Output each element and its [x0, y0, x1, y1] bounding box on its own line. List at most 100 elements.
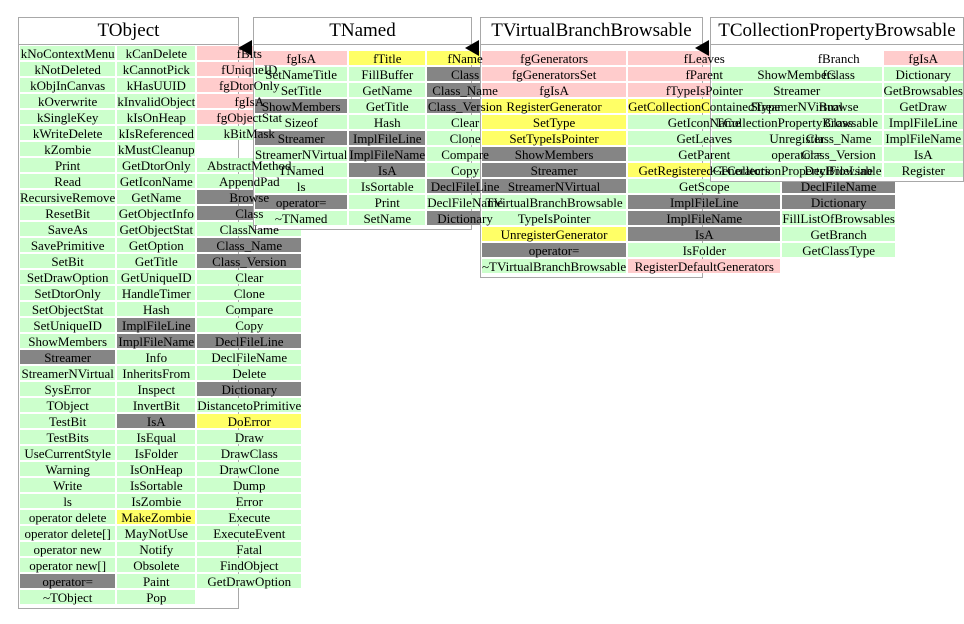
member-cell[interactable]: StreamerNVirtual [712, 99, 882, 113]
member-cell[interactable]: DistancetoPrimitive [197, 398, 302, 412]
member-cell[interactable]: InvertBit [117, 398, 196, 412]
member-cell[interactable]: RegisterDefaultGenerators [628, 259, 781, 273]
member-cell[interactable]: SetType [482, 115, 627, 129]
member-cell[interactable]: GetTitle [349, 99, 426, 113]
member-cell[interactable]: Class_Name [427, 83, 503, 97]
member-cell[interactable]: TestBits [20, 430, 116, 444]
member-cell[interactable]: Class_Version [197, 254, 302, 268]
member-cell[interactable]: Register [883, 163, 963, 177]
member-cell[interactable]: StreamerNVirtual [20, 366, 116, 380]
member-cell[interactable]: TVirtualBranchBrowsable [482, 195, 627, 209]
member-cell[interactable]: operator delete[] [20, 526, 116, 540]
member-cell[interactable]: kMustCleanup [117, 142, 196, 156]
member-cell[interactable]: GetName [117, 190, 196, 204]
member-cell[interactable]: TestBit [20, 414, 116, 428]
member-cell[interactable]: ExecuteEvent [197, 526, 302, 540]
member-cell[interactable]: Execute [197, 510, 302, 524]
member-cell[interactable]: ShowMembers [712, 67, 882, 81]
member-cell[interactable]: Obsolete [117, 558, 196, 572]
member-cell[interactable]: GetOption [117, 238, 196, 252]
member-cell[interactable]: fgIsA [883, 51, 963, 65]
member-cell[interactable]: kInvalidObject [117, 94, 196, 108]
member-cell[interactable]: SetNameTitle [255, 67, 348, 81]
member-cell[interactable]: fTypeIsPointer [628, 83, 781, 97]
member-cell[interactable]: IsFolder [117, 446, 196, 460]
member-cell[interactable]: GetDraw [883, 99, 963, 113]
member-cell[interactable]: kHasUUID [117, 78, 196, 92]
member-cell[interactable]: Sizeof [255, 115, 348, 129]
member-cell[interactable]: ResetBit [20, 206, 116, 220]
member-cell[interactable]: Class_Name [197, 238, 302, 252]
member-cell[interactable]: ~TNamed [255, 211, 348, 225]
member-cell[interactable]: TObject [20, 398, 116, 412]
member-cell[interactable]: Inspect [117, 382, 196, 396]
member-cell[interactable]: GetClassType [782, 243, 895, 257]
member-cell[interactable]: TCollectionPropertyBrowsable [712, 115, 882, 129]
member-cell[interactable]: Delete [197, 366, 302, 380]
member-cell[interactable]: Print [20, 158, 116, 172]
member-cell[interactable]: DeclFileLine [427, 179, 503, 193]
member-cell[interactable]: SetDrawOption [20, 270, 116, 284]
class-title[interactable]: TObject [19, 18, 238, 45]
member-cell[interactable]: Unregister [712, 131, 882, 145]
member-cell[interactable]: Write [20, 478, 116, 492]
member-cell[interactable]: GetScope [628, 179, 781, 193]
member-cell[interactable]: fgGenerators [482, 51, 627, 65]
member-cell[interactable]: SysError [20, 382, 116, 396]
member-cell[interactable]: Streamer [482, 163, 627, 177]
member-cell[interactable]: GetUniqueID [117, 270, 196, 284]
member-cell[interactable]: fgDtorOnly [197, 78, 302, 92]
member-cell[interactable]: RegisterGenerator [482, 99, 627, 113]
member-cell[interactable]: kSingleKey [20, 110, 116, 124]
member-cell[interactable]: Streamer [712, 83, 882, 97]
member-cell[interactable]: IsZombie [117, 494, 196, 508]
member-cell[interactable]: kObjInCanvas [20, 78, 116, 92]
member-cell[interactable]: HandleTimer [117, 286, 196, 300]
member-cell[interactable]: Dictionary [782, 195, 895, 209]
member-cell[interactable]: ImplFileLine [117, 318, 196, 332]
member-cell[interactable]: SetBit [20, 254, 116, 268]
member-cell[interactable]: ImplFileName [883, 131, 963, 145]
member-cell[interactable]: Paint [117, 574, 196, 588]
member-cell[interactable]: ~TCollectionPropertyBrowsable [712, 163, 882, 177]
member-cell[interactable]: GetCollectionContainedType [628, 99, 781, 113]
class-title[interactable]: TCollectionPropertyBrowsable [711, 18, 963, 45]
member-cell[interactable]: MakeZombie [117, 510, 196, 524]
member-cell[interactable]: ImplFileName [117, 334, 196, 348]
member-cell[interactable]: ImplFileLine [883, 115, 963, 129]
member-cell[interactable]: IsFolder [628, 243, 781, 257]
member-cell[interactable]: ImplFileName [628, 211, 781, 225]
class-title[interactable]: TVirtualBranchBrowsable [481, 18, 702, 45]
member-cell[interactable]: UnregisterGenerator [482, 227, 627, 241]
member-cell[interactable]: GetTitle [117, 254, 196, 268]
member-cell[interactable]: operator= [20, 574, 116, 588]
member-cell[interactable]: IsSortable [349, 179, 426, 193]
member-cell[interactable]: Info [117, 350, 196, 364]
class-title[interactable]: TNamed [254, 18, 471, 45]
member-cell[interactable]: Draw [197, 430, 302, 444]
member-cell[interactable]: Dictionary [427, 211, 503, 225]
member-cell[interactable]: fgObjectStat [197, 110, 302, 124]
member-cell[interactable]: RecursiveRemove [20, 190, 116, 204]
member-cell[interactable]: kIsOnHeap [117, 110, 196, 124]
member-cell[interactable]: Compare [427, 147, 503, 161]
member-cell[interactable]: GetName [349, 83, 426, 97]
member-cell[interactable]: UseCurrentStyle [20, 446, 116, 460]
member-cell[interactable]: Dictionary [883, 67, 963, 81]
member-cell[interactable]: AppendPad [197, 174, 302, 188]
member-cell[interactable]: ls [20, 494, 116, 508]
member-cell[interactable]: Print [349, 195, 426, 209]
member-cell[interactable]: DeclFileName [782, 179, 895, 193]
member-cell[interactable]: SetTypeIsPointer [482, 131, 627, 145]
member-cell[interactable]: operator delete [20, 510, 116, 524]
member-cell[interactable]: Copy [197, 318, 302, 332]
member-cell[interactable]: GetObjectInfo [117, 206, 196, 220]
member-cell[interactable]: SavePrimitive [20, 238, 116, 252]
member-cell[interactable]: StreamerNVirtual [255, 147, 348, 161]
member-cell[interactable]: kIsReferenced [117, 126, 196, 140]
member-cell[interactable]: SetTitle [255, 83, 348, 97]
member-cell[interactable]: Hash [117, 302, 196, 316]
member-cell[interactable]: Dump [197, 478, 302, 492]
member-cell[interactable]: fgIsA [482, 83, 627, 97]
member-cell[interactable]: Class_Version [427, 99, 503, 113]
